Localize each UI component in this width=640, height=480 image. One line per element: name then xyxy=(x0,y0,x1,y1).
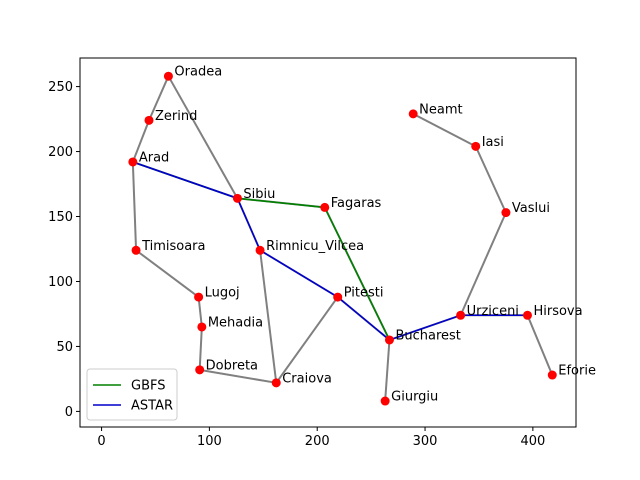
nodes-layer xyxy=(128,71,557,406)
legend-label: GBFS xyxy=(131,379,166,394)
node-point xyxy=(501,208,511,218)
labels-layer: Oradea Zerind Arad Sibiu Fagaras Timisoara Rim… xyxy=(139,65,596,405)
node-point xyxy=(380,396,390,406)
edge-line xyxy=(199,368,277,384)
node-point xyxy=(320,202,330,212)
node-point xyxy=(384,335,394,345)
node-label: Craiova xyxy=(282,371,332,386)
node-label: Neamt xyxy=(419,102,462,117)
y-tick-label: 100 xyxy=(48,275,73,290)
node-point xyxy=(232,193,242,203)
node-point xyxy=(163,71,173,81)
node-label: Fagaras xyxy=(331,196,382,211)
edge-line xyxy=(198,326,203,370)
node-label: Bucharest xyxy=(395,328,460,343)
node-label: Dobreta xyxy=(206,358,258,373)
edge-line xyxy=(474,145,507,214)
edge-line xyxy=(459,212,507,316)
node-point xyxy=(471,141,481,151)
node-point xyxy=(197,322,207,332)
edge-line xyxy=(412,112,477,148)
plot-frame xyxy=(79,57,577,428)
node-label: Timisoara xyxy=(141,239,205,254)
x-tick-label: 200 xyxy=(305,434,330,449)
edge-line xyxy=(131,120,150,163)
node-point xyxy=(547,370,557,380)
node-label: Iasi xyxy=(482,135,504,150)
node-point xyxy=(255,245,265,255)
node-label: Zerind xyxy=(155,109,197,124)
edge-line xyxy=(259,250,278,383)
node-point xyxy=(408,109,418,119)
edge-line xyxy=(167,75,239,199)
x-tick-label: 300 xyxy=(413,434,438,449)
node-point xyxy=(131,245,141,255)
node-label: Sibiu xyxy=(243,187,275,202)
edge-line xyxy=(526,314,554,376)
y-tick-label: 250 xyxy=(48,80,73,95)
node-label: Hirsova xyxy=(533,304,582,319)
node-point xyxy=(456,310,466,320)
legend-box xyxy=(86,368,178,421)
node-point xyxy=(522,310,532,320)
node-point xyxy=(128,157,138,167)
y-tick-label: 150 xyxy=(48,210,73,225)
x-tick-label: 0 xyxy=(97,434,105,449)
y-tick-label: 0 xyxy=(65,405,73,420)
y-tick-label: 50 xyxy=(56,340,73,355)
y-tick-label: 200 xyxy=(48,145,73,160)
edge-line xyxy=(131,161,138,251)
node-label: Rimnicu_Vilcea xyxy=(266,239,364,254)
node-point xyxy=(144,115,154,125)
axes-ticks: 0 100 200 300 400 0 50 100 150 200 250 xyxy=(48,80,545,449)
edge-line xyxy=(197,296,203,328)
node-label: Mehadia xyxy=(208,315,263,330)
legend: GBFS ASTAR xyxy=(86,368,178,421)
x-tick-label: 100 xyxy=(197,434,222,449)
node-label: Eforie xyxy=(558,364,596,379)
edge-line xyxy=(275,296,339,384)
node-point xyxy=(195,365,205,375)
node-point xyxy=(271,378,281,388)
node-label: Vaslui xyxy=(512,201,550,216)
x-tick-label: 400 xyxy=(520,434,545,449)
node-label: Oradea xyxy=(174,65,222,80)
edge-line xyxy=(148,75,170,121)
node-point xyxy=(194,292,204,302)
node-point xyxy=(333,292,343,302)
edge-line xyxy=(135,249,200,298)
node-label: Giurgiu xyxy=(391,390,438,405)
node-label: Lugoj xyxy=(205,286,240,301)
node-label: Urziceni xyxy=(467,304,519,319)
node-label: Pitesti xyxy=(344,286,384,301)
node-label: Arad xyxy=(139,150,169,165)
legend-label: ASTAR xyxy=(131,399,173,414)
edge-line xyxy=(384,339,391,402)
